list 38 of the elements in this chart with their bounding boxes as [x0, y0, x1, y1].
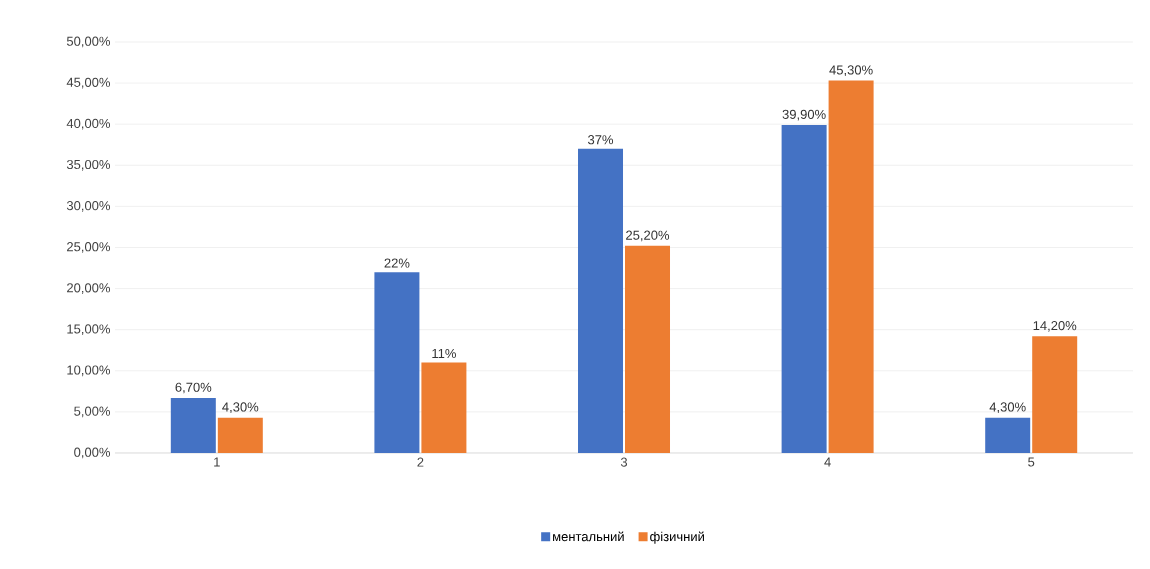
bar	[578, 148, 624, 453]
y-tick-label: 20,00%	[67, 283, 111, 294]
y-tick-label: 5,00%	[74, 406, 111, 418]
x-tick-label: 3	[620, 457, 628, 467]
data-label: 11%	[432, 348, 456, 359]
y-tick-label: 40,00%	[66, 118, 111, 130]
data-label: 14,20%	[1033, 320, 1077, 332]
data-label: 45,30%	[829, 65, 873, 77]
legend-label: ментальний	[553, 531, 624, 542]
x-tick-label: 4	[824, 457, 831, 467]
data-label: 22%	[384, 258, 410, 268]
data-label: 37%	[588, 135, 614, 145]
data-label: 25,20%	[626, 230, 670, 242]
bar	[421, 362, 467, 453]
data-label: 6,70%	[175, 382, 212, 394]
x-tick-label: 1	[214, 457, 220, 467]
bar	[781, 125, 827, 453]
bar	[625, 245, 670, 453]
y-tick-label: 25,00%	[67, 242, 111, 253]
x-tick-label: 5	[1028, 457, 1035, 467]
bar	[828, 80, 874, 453]
legend-label: фізичний	[650, 531, 704, 544]
bar	[170, 397, 216, 453]
bar	[374, 272, 420, 453]
data-label: 39,90%	[782, 109, 826, 121]
bar	[985, 417, 1031, 453]
y-tick-label: 15,00%	[67, 324, 111, 336]
y-tick-label: 30,00%	[66, 201, 111, 212]
y-tick-label: 45,00%	[66, 77, 111, 89]
data-label: 4,30%	[989, 402, 1026, 414]
y-tick-label: 10,00%	[67, 365, 111, 377]
y-tick-label: 0,00%	[74, 447, 111, 459]
data-label: 4,30%	[222, 402, 259, 414]
bar	[1032, 336, 1078, 453]
bar	[217, 417, 263, 453]
y-tick-label: 35,00%	[66, 159, 111, 171]
y-tick-label: 50,00%	[66, 36, 111, 48]
x-tick-label: 2	[417, 457, 424, 467]
